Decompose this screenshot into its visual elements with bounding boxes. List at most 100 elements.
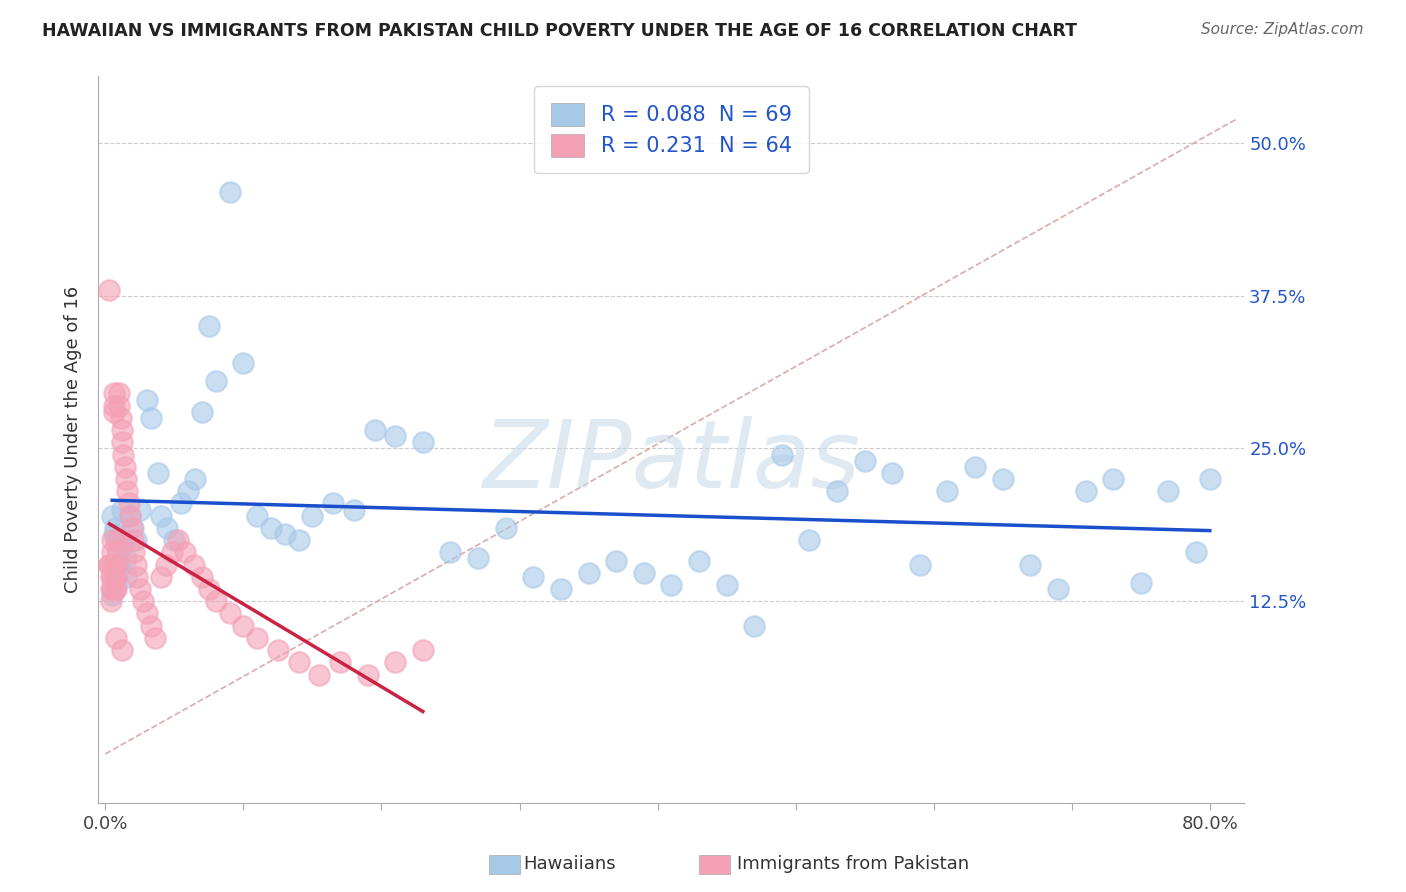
Point: [111, 435, 134, 450]
Point: [218, 185, 240, 199]
Point: [1102, 472, 1125, 486]
Point: [118, 496, 141, 510]
Point: [1046, 582, 1069, 596]
Point: [260, 521, 283, 535]
Point: [301, 508, 323, 523]
Point: [605, 554, 627, 568]
Point: [384, 429, 406, 443]
Point: [101, 533, 124, 548]
Point: [103, 399, 125, 413]
Point: [112, 448, 135, 462]
Point: [121, 521, 143, 535]
Point: [218, 607, 240, 621]
Point: [522, 570, 544, 584]
Point: [111, 423, 134, 437]
Text: Source: ZipAtlas.com: Source: ZipAtlas.com: [1201, 22, 1364, 37]
Point: [120, 508, 142, 523]
Point: [124, 545, 146, 559]
Point: [1019, 558, 1042, 572]
Point: [853, 453, 876, 467]
Point: [412, 435, 434, 450]
Point: [965, 459, 987, 474]
Point: [135, 607, 157, 621]
Point: [1129, 575, 1152, 590]
Text: ZIPatlas: ZIPatlas: [482, 416, 860, 507]
Point: [908, 558, 931, 572]
Point: [267, 643, 290, 657]
Point: [122, 521, 145, 535]
Point: [716, 578, 738, 592]
Point: [117, 484, 139, 499]
Point: [1157, 484, 1180, 499]
Point: [688, 554, 710, 568]
Point: [100, 570, 122, 584]
Point: [156, 521, 179, 535]
Point: [198, 582, 221, 596]
Point: [139, 618, 162, 632]
Point: [105, 575, 128, 590]
Text: HAWAIIAN VS IMMIGRANTS FROM PAKISTAN CHILD POVERTY UNDER THE AGE OF 16 CORRELATI: HAWAIIAN VS IMMIGRANTS FROM PAKISTAN CHI…: [42, 22, 1077, 40]
Point: [125, 558, 148, 572]
Point: [104, 558, 127, 572]
Point: [107, 533, 129, 548]
Point: [128, 502, 150, 516]
Point: [799, 533, 821, 548]
Point: [135, 392, 157, 407]
Point: [105, 558, 128, 572]
Point: [882, 466, 904, 480]
Point: [101, 558, 124, 572]
Point: [467, 551, 489, 566]
Point: [101, 570, 124, 584]
Point: [163, 533, 186, 548]
Point: [287, 533, 309, 548]
Point: [120, 508, 142, 523]
Point: [122, 533, 145, 548]
Point: [115, 472, 138, 486]
Point: [184, 472, 207, 486]
Point: [170, 496, 193, 510]
Point: [1074, 484, 1097, 499]
Point: [125, 570, 148, 584]
Point: [329, 655, 352, 669]
Point: [495, 521, 517, 535]
Point: [246, 508, 269, 523]
Point: [101, 582, 124, 596]
Point: [661, 578, 683, 592]
Point: [105, 631, 128, 645]
Point: [104, 521, 127, 535]
Point: [232, 618, 254, 632]
Point: [101, 545, 124, 559]
Point: [343, 502, 366, 516]
Point: [204, 374, 226, 388]
Point: [174, 545, 197, 559]
Point: [991, 472, 1014, 486]
Point: [246, 631, 269, 645]
Point: [105, 582, 128, 596]
Point: [550, 582, 572, 596]
Point: [115, 570, 138, 584]
Point: [191, 570, 214, 584]
Point: [412, 643, 434, 657]
Legend: R = 0.088  N = 69, R = 0.231  N = 64: R = 0.088 N = 69, R = 0.231 N = 64: [534, 87, 808, 173]
Point: [167, 533, 190, 548]
Point: [98, 558, 121, 572]
Point: [125, 533, 148, 548]
Point: [110, 411, 132, 425]
Point: [936, 484, 959, 499]
Point: [439, 545, 461, 559]
Point: [160, 545, 183, 559]
Point: [98, 283, 121, 297]
Point: [108, 399, 131, 413]
Point: [131, 594, 153, 608]
Point: [112, 539, 135, 553]
Point: [104, 582, 127, 596]
Point: [274, 527, 297, 541]
Point: [384, 655, 406, 669]
Point: [149, 508, 172, 523]
Point: [104, 570, 127, 584]
Point: [356, 667, 378, 681]
Point: [287, 655, 309, 669]
Point: [143, 631, 166, 645]
Point: [101, 588, 124, 602]
Point: [100, 594, 122, 608]
